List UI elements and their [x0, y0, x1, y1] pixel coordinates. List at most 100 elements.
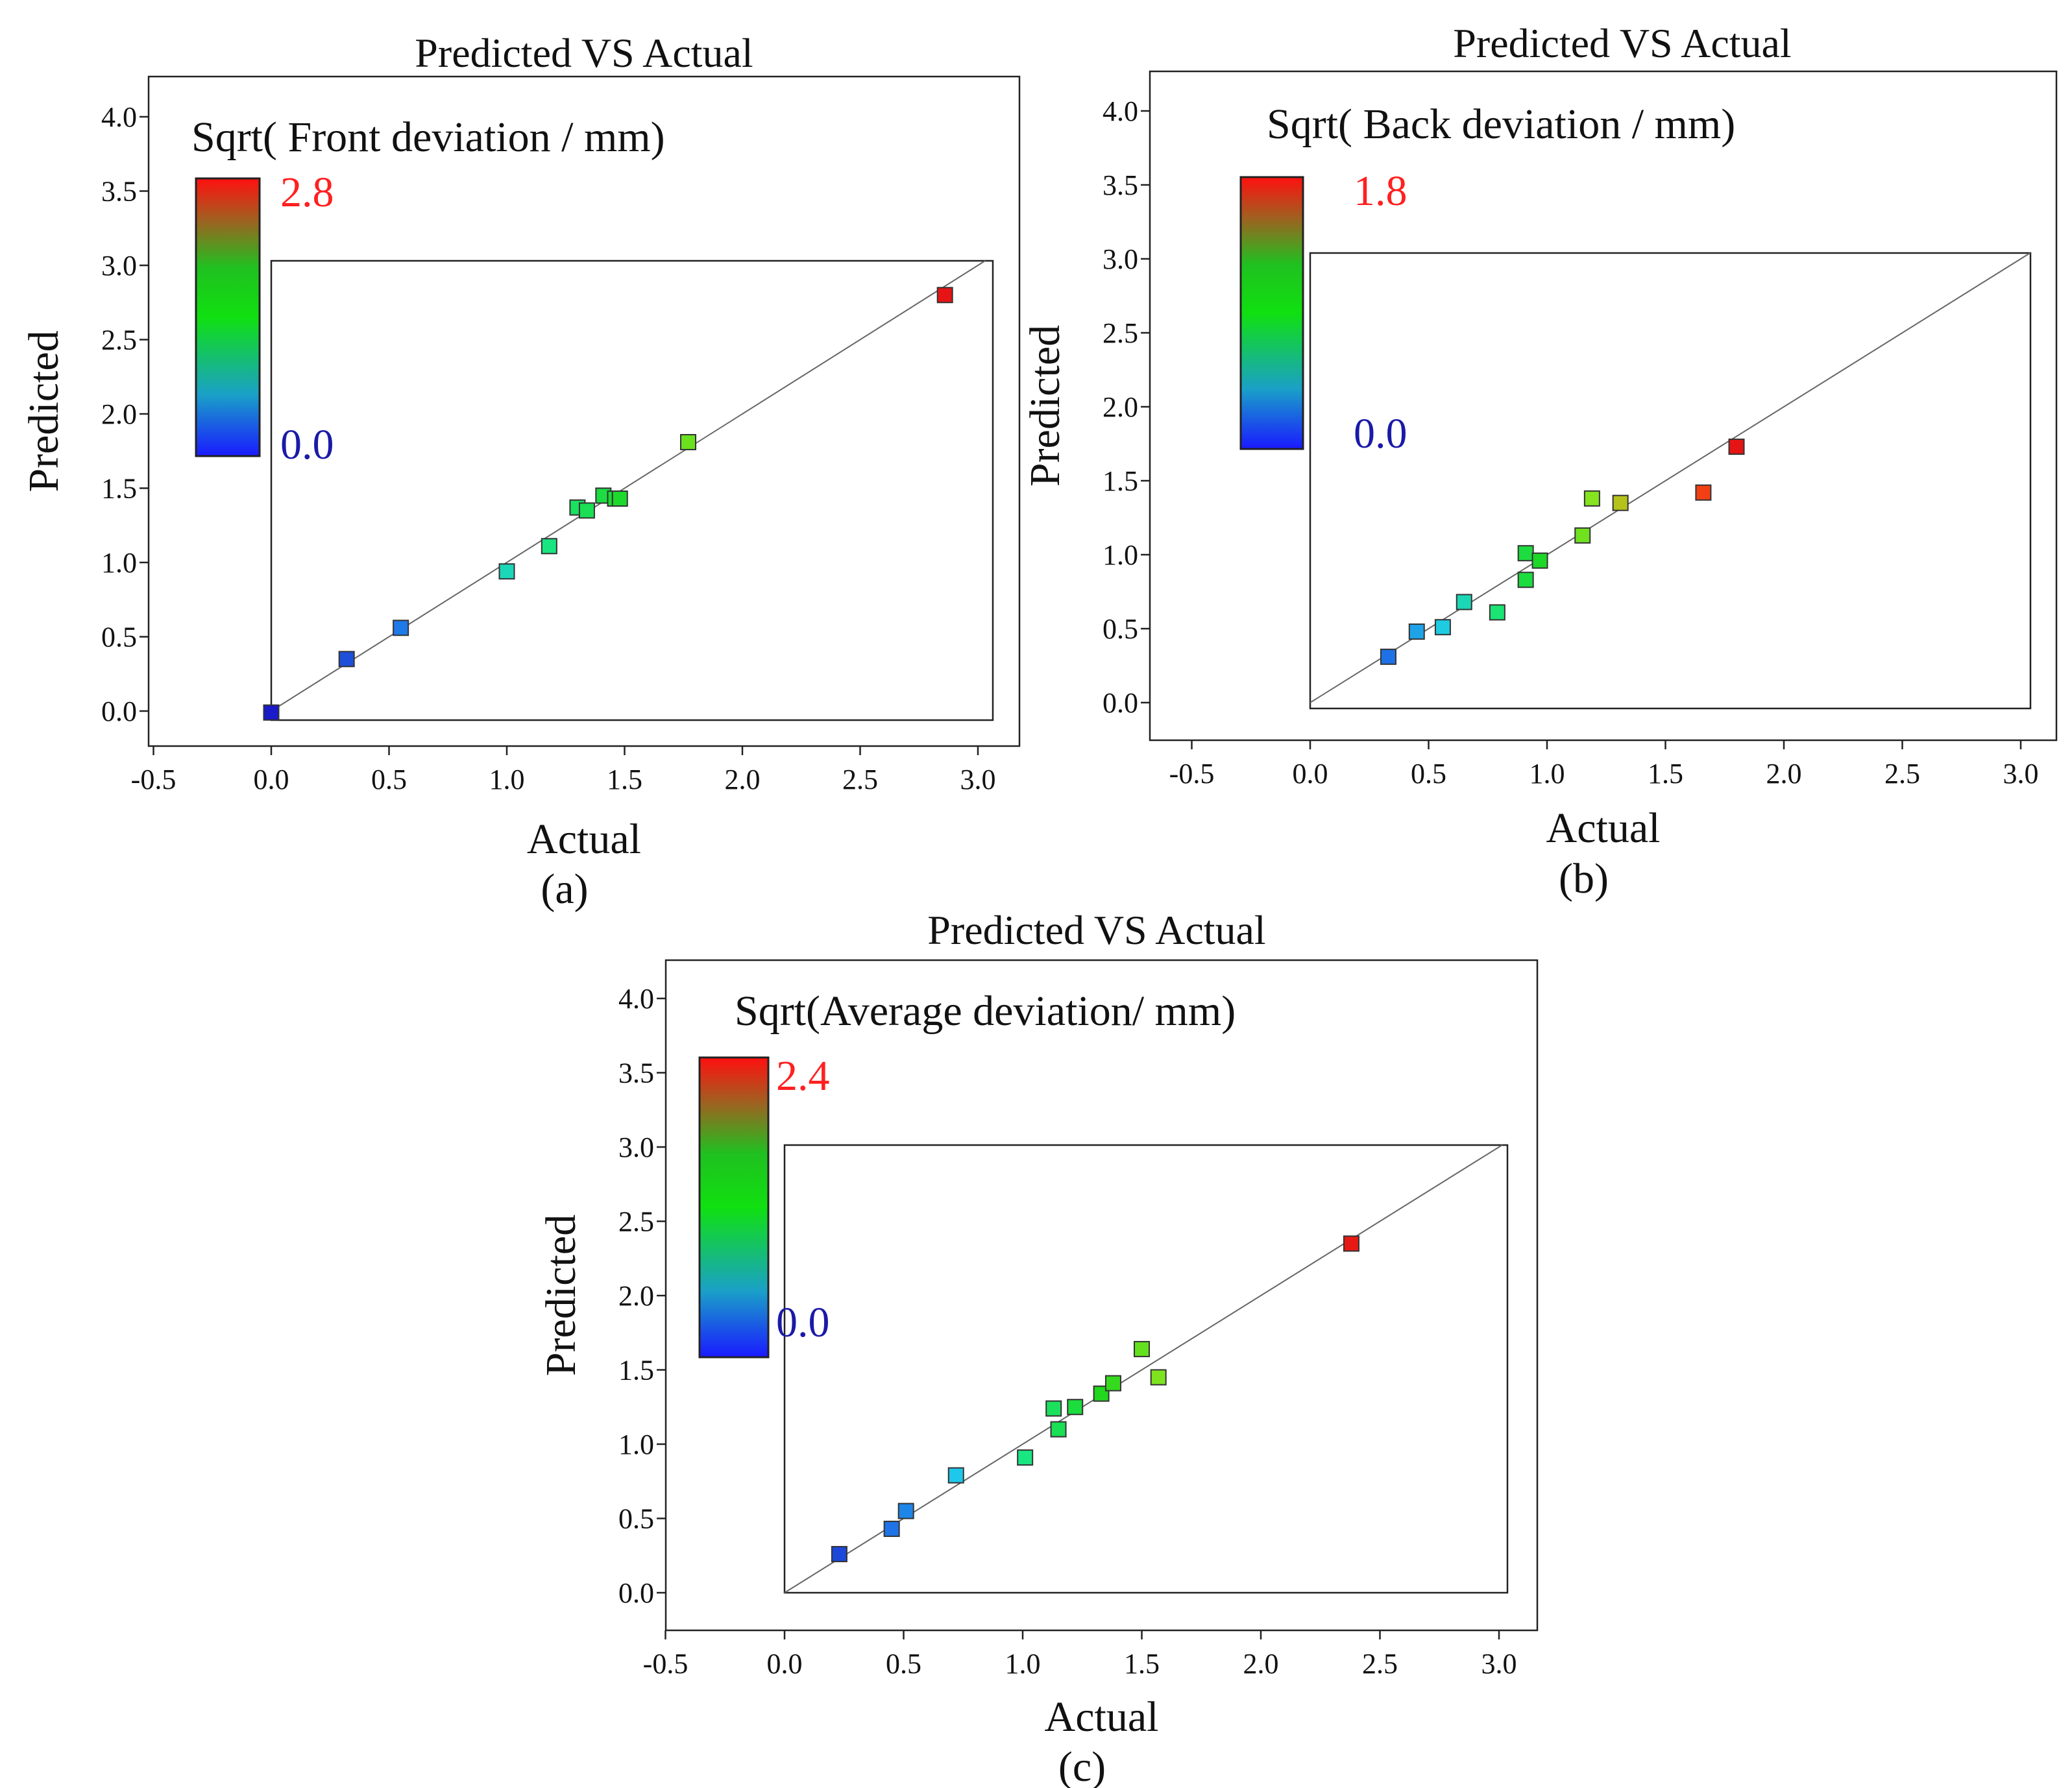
data-point	[1695, 484, 1712, 501]
data-point	[680, 434, 697, 451]
data-point	[498, 563, 515, 580]
plot-frame	[1149, 70, 2058, 742]
x-tick-label: 1.5	[1124, 1648, 1160, 1680]
y-tick-label: 0.5	[1103, 613, 1138, 645]
x-tick-label: -0.5	[643, 1648, 689, 1680]
x-axis-label: Actual	[527, 815, 641, 863]
y-axis-label: Predicted	[1021, 325, 1069, 487]
colorbar-min-label: 0.0	[1354, 410, 1408, 457]
panel-a: Predicted VS Actual 0.0 0.5 1.0 1.5 2.0 2.5 3.0…	[20, 30, 1021, 913]
data-point	[1517, 572, 1534, 588]
data-point	[1343, 1235, 1359, 1252]
x-tick-label: 3.0	[1481, 1648, 1517, 1680]
x-tick-label: 1.0	[489, 764, 525, 795]
y-axis-label: Predicted	[537, 1214, 585, 1376]
x-tick-label: 2.5	[1884, 758, 1920, 790]
colorbar-title: Sqrt(Average deviation/ mm)	[735, 987, 1236, 1035]
data-point	[897, 1503, 914, 1519]
x-tick-label: 1.5	[1648, 758, 1683, 790]
panel-label: (a)	[541, 865, 588, 913]
data-point	[1067, 1399, 1084, 1416]
data-point	[1150, 1369, 1167, 1386]
chart-title: Predicted VS Actual	[927, 907, 1265, 953]
data-point	[1134, 1340, 1150, 1357]
x-tick-label: 2.0	[1243, 1648, 1279, 1680]
reference-line	[271, 260, 986, 712]
y-tick-label: 3.5	[618, 1057, 654, 1089]
colorbar-max-label: 1.8	[1354, 167, 1408, 215]
data-point	[1531, 552, 1548, 569]
panel-label: (b)	[1559, 855, 1609, 902]
data-point	[1612, 494, 1629, 511]
y-tick-label: 4.0	[618, 983, 654, 1015]
x-tick-label: 0.0	[767, 1648, 803, 1680]
colorbar	[1239, 176, 1304, 450]
panel-c: Predicted VS Actual 0.0 0.5 1.0 1.5 2.0 2.5 3.0…	[537, 907, 1539, 1788]
data-point	[578, 502, 595, 519]
x-tick-label: 2.0	[725, 764, 761, 795]
data-point	[831, 1545, 847, 1562]
y-tick-label: 1.5	[1103, 465, 1138, 497]
data-point	[883, 1521, 900, 1538]
y-tick-label: 2.5	[1103, 317, 1138, 349]
y-tick-label: 2.0	[618, 1280, 654, 1312]
y-tick-label: 3.5	[101, 176, 137, 208]
x-tick-label: -0.5	[1169, 758, 1215, 790]
y-tick-label: 3.5	[1103, 169, 1138, 201]
y-tick-label: 0.5	[101, 622, 137, 653]
y-tick-label: 3.0	[1103, 243, 1138, 275]
reference-line	[1310, 252, 2030, 703]
x-axis-label: Actual	[1045, 1693, 1159, 1741]
y-tick-label: 0.0	[618, 1577, 654, 1609]
y-tick-label: 3.0	[618, 1131, 654, 1163]
data-point	[393, 620, 409, 636]
data-point	[1456, 594, 1472, 610]
y-tick-label: 1.5	[101, 473, 137, 505]
y-tick-label: 1.0	[101, 547, 137, 579]
x-tick-label: 1.5	[607, 764, 642, 795]
data-box	[1309, 252, 2032, 710]
data-point	[936, 287, 953, 304]
data-point	[263, 704, 280, 721]
y-tick-label: 2.5	[101, 324, 137, 356]
y-tick-label: 0.5	[618, 1503, 654, 1535]
x-tick-label: 0.0	[254, 764, 289, 795]
panel-label: (c)	[1058, 1743, 1106, 1788]
data-box	[270, 260, 994, 721]
x-tick-label: -0.5	[131, 764, 177, 795]
y-tick-label: 4.0	[1103, 95, 1138, 127]
colorbar	[698, 1056, 770, 1359]
data-point	[1093, 1385, 1110, 1402]
data-point	[541, 538, 557, 555]
x-tick-label: 1.0	[1530, 758, 1565, 790]
y-tick-label: 4.0	[101, 101, 137, 133]
y-axis-label: Predicted	[20, 330, 67, 492]
x-tick-label: 0.5	[1411, 758, 1446, 790]
data-box	[783, 1144, 1509, 1594]
data-point	[1728, 439, 1745, 455]
data-point	[338, 651, 355, 668]
y-tick-label: 0.0	[1103, 687, 1138, 719]
data-point	[1434, 619, 1451, 636]
data-point	[1380, 648, 1396, 665]
data-point	[1574, 527, 1591, 544]
data-point	[1517, 545, 1534, 562]
data-point	[1017, 1449, 1034, 1466]
plot-frame	[147, 75, 1021, 747]
panel-b: Predicted VS Actual 0.0 0.5 1.0 1.5 2.0 2.5 3.0…	[1021, 20, 2058, 902]
y-tick-label: 2.0	[1103, 391, 1138, 423]
y-tick-label: 2.5	[618, 1206, 654, 1238]
x-tick-label: 0.5	[886, 1648, 921, 1680]
x-tick-label: 0.0	[1293, 758, 1328, 790]
data-point	[947, 1467, 964, 1484]
colorbar	[195, 177, 261, 457]
colorbar-max-label: 2.4	[776, 1052, 830, 1100]
x-tick-label: 0.5	[371, 764, 407, 795]
chart-title: Predicted VS Actual	[415, 30, 753, 76]
x-tick-label: 2.5	[842, 764, 878, 795]
data-point	[611, 490, 628, 507]
y-tick-label: 1.0	[1103, 539, 1138, 571]
y-tick-label: 0.0	[101, 695, 137, 727]
data-point	[1104, 1375, 1121, 1392]
